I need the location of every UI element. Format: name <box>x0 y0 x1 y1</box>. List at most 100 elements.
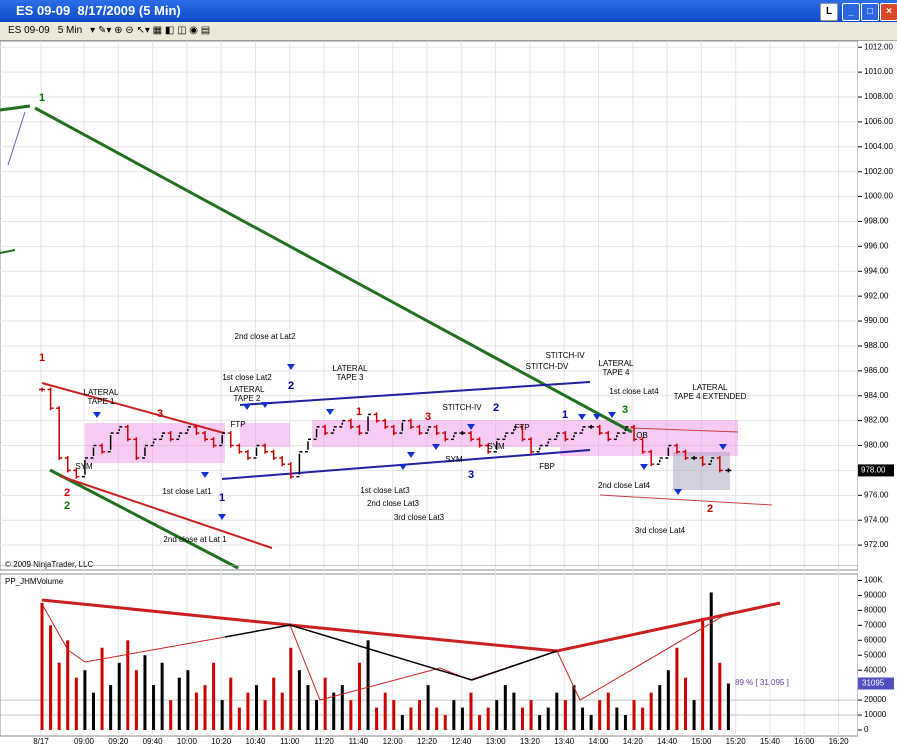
arrow <box>399 464 407 470</box>
volume-bar <box>666 670 670 730</box>
volume-bar <box>649 692 653 730</box>
y-tick-label: 998.00 <box>864 217 889 226</box>
y-tick-label: 90000 <box>864 591 887 600</box>
axis-area <box>858 41 897 750</box>
price-bar <box>433 424 440 436</box>
arrow <box>674 489 682 495</box>
price-bar <box>716 455 723 473</box>
price-bar <box>262 443 269 454</box>
y-tick-label: 1002.00 <box>864 167 893 176</box>
annotation: 2 <box>288 380 294 392</box>
price-bar <box>373 412 380 423</box>
x-tick-label: 11:40 <box>349 737 369 746</box>
y-tick-label: 980.00 <box>864 441 889 450</box>
volume-bar <box>220 700 224 730</box>
price-bar <box>502 432 509 441</box>
annotation: SYM <box>445 455 463 464</box>
price-bar <box>570 432 577 441</box>
interval[interactable]: 5 Min <box>57 25 83 36</box>
y-tick-label: 60000 <box>864 635 887 644</box>
annotation: TAPE 4 <box>603 368 631 377</box>
price-bar <box>407 418 414 429</box>
close[interactable]: × <box>880 3 897 21</box>
x-tick-label: 14:00 <box>588 737 609 746</box>
y-tick-label: 988.00 <box>864 341 889 350</box>
annotation: 2 <box>64 500 70 512</box>
y-tick-label: 0 <box>864 725 869 734</box>
price-bar <box>236 443 243 454</box>
annotation: STITCH-DV <box>526 362 569 371</box>
instrument[interactable]: ES 09-09 <box>8 25 50 36</box>
x-tick-label: 09:40 <box>143 737 164 746</box>
price-bar <box>476 437 483 448</box>
price-bar <box>90 444 97 459</box>
volume-bar <box>100 647 104 730</box>
annotation: 1st close Lat1 <box>162 487 212 496</box>
volume-bar <box>255 685 258 730</box>
price-bar <box>665 444 672 459</box>
volume-bar <box>589 715 593 730</box>
price-bar <box>39 387 45 392</box>
annotation: TAPE 4 EXTENDED <box>674 392 747 401</box>
annotation: FTP <box>230 420 245 429</box>
price-bar <box>150 438 157 447</box>
volume-bar <box>641 707 645 730</box>
price-bar <box>184 426 191 434</box>
volume-bar <box>452 700 456 730</box>
annotation: 1 <box>39 92 45 104</box>
volume-trend <box>224 624 558 681</box>
volume-bar <box>383 692 387 730</box>
trendline <box>239 381 591 406</box>
price-bar <box>605 431 612 442</box>
volume-bar <box>684 677 687 730</box>
arrow <box>326 409 334 415</box>
price-bar <box>116 426 123 434</box>
volume-bar <box>615 707 619 730</box>
x-tick-label: 11:00 <box>280 737 300 746</box>
volume-bar <box>598 700 602 730</box>
annotation: 2 <box>493 402 499 414</box>
y-tick-label: 974.00 <box>864 515 889 524</box>
volume-bar <box>57 662 61 730</box>
y-tick-label: 992.00 <box>864 291 889 300</box>
price-bar <box>347 418 354 429</box>
price-panel <box>0 40 859 571</box>
price-bar <box>244 449 251 460</box>
arrow <box>287 364 295 370</box>
y-tick-label: 972.00 <box>864 540 889 549</box>
price-bar <box>124 424 131 442</box>
annotation: FBP <box>539 462 555 471</box>
volume-bar <box>400 715 404 730</box>
volume-bar <box>203 685 207 730</box>
price-bar <box>725 468 732 473</box>
price-bar <box>528 437 535 454</box>
maximize[interactable]: □ <box>861 3 879 21</box>
trendline <box>0 249 16 254</box>
x-tick-label: 10:40 <box>245 737 266 746</box>
price-bar <box>313 426 320 441</box>
price-bar <box>656 457 663 465</box>
annotation: LATERAL <box>333 364 369 373</box>
volume-bar <box>297 670 301 730</box>
last-price-box <box>858 464 894 477</box>
volume-bar <box>426 685 430 730</box>
y-tick-label: 996.00 <box>864 241 889 250</box>
volume-bar <box>289 647 293 730</box>
title-bar: ES 09-09 8/17/2009 (5 Min) L _ □ × <box>0 0 897 22</box>
price-bar <box>227 431 234 448</box>
volume-bar <box>152 685 156 730</box>
tools[interactable]: ▾ ✎▾ ⊕ ⊖ ↖▾ ▦ ◧ ◫ ◉ ▤ <box>90 25 211 36</box>
y-tick-label: 984.00 <box>864 391 889 400</box>
annotation: 2nd close Lat3 <box>367 499 420 508</box>
button-l[interactable]: L <box>820 3 838 21</box>
volume-bar <box>340 685 344 730</box>
volume-bar <box>177 677 181 730</box>
volume-bar <box>83 670 87 730</box>
trendline <box>599 494 773 506</box>
y-tick-label: 976.00 <box>864 490 889 499</box>
annotation: 1 <box>562 409 568 421</box>
annotation: SYM <box>487 442 505 451</box>
price-bar <box>107 432 114 453</box>
minimize[interactable]: _ <box>842 3 860 21</box>
price-bar <box>202 431 209 442</box>
